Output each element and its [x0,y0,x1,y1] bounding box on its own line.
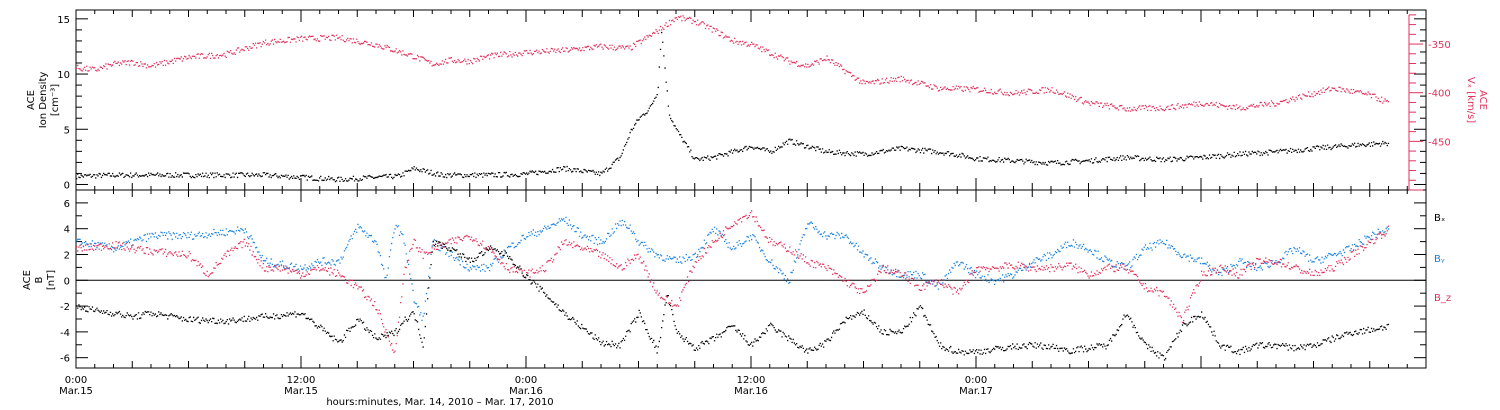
plasma-left-ylabel-3: [cm⁻³] [50,84,61,116]
field-tick-label: 6 [64,199,70,210]
field-panel-frame [75,189,1427,369]
field-ylabel-1: ACE [22,270,33,290]
x-tick-time-label: 12:00 [737,375,766,386]
legend-bz: B_z [1434,293,1451,304]
plasma-right-ylabel-2: Vₓ [km/s] [1465,77,1476,123]
field-ylabel-2: B [34,276,45,283]
time-axis: 0:00Mar.1512:00Mar.150:00Mar.1612:00Mar.… [59,10,1427,397]
field-tick-label: 2 [64,250,70,261]
field-tick-label: -6 [60,354,70,365]
x-tick-time-label: 0:00 [65,375,87,386]
field-panel-plot: 6 4 2 0 -2 -4 -6 [60,199,1426,365]
vx-points [76,15,1390,112]
ion-density-points [76,31,1390,183]
x-axis-label: hours:minutes, Mar. 14, 2010 – Mar. 17, … [326,397,553,408]
plasma-right-ylabel-1: ACE [1477,90,1488,110]
x-tick-time-label: 12:00 [287,375,316,386]
plasma-left-ylabel-2: Ion Density [38,72,49,129]
field-ylabel-3: [nT] [46,270,57,290]
plasma-right-tick-label: -400 [1428,89,1451,100]
field-tick-label: 4 [64,225,70,236]
plasma-panel-plot: 0 5 10 15 -350 -400 -450 [57,14,1451,191]
plasma-left-tick-label: 15 [57,15,70,26]
plasma-left-tick-label: 10 [57,70,70,81]
plasma-left-ylabel-1: ACE [26,90,37,110]
x-tick-date-label: Mar.16 [734,386,768,397]
legend-by: Bᵧ [1434,254,1445,265]
field-tick-label: -2 [60,302,70,313]
x-tick-time-label: 0:00 [515,375,537,386]
legend-bx: Bₓ [1434,213,1445,224]
bz-points [76,210,1390,354]
x-tick-date-label: Mar.15 [284,386,318,397]
plasma-panel-frame [75,9,1427,191]
field-tick-label: 0 [64,276,70,287]
plasma-left-tick-label: 0 [64,180,70,191]
by-points [76,216,1390,321]
plasma-right-tick-label: -450 [1428,137,1451,148]
x-tick-date-label: Mar.17 [959,386,993,397]
x-tick-date-label: Mar.15 [59,386,93,397]
x-tick-date-label: Mar.16 [509,386,543,397]
field-tick-label: -4 [60,328,70,339]
plasma-right-tick-label: -350 [1428,40,1451,51]
x-tick-time-label: 0:00 [965,375,987,386]
plasma-left-tick-label: 5 [64,125,70,136]
